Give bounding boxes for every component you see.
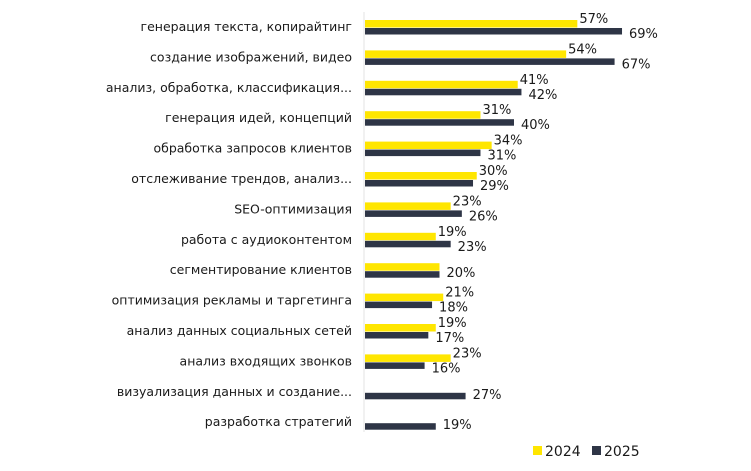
- value-label-2024: 30%: [479, 164, 508, 179]
- bar-2024: [365, 172, 477, 180]
- value-label-2025: 69%: [629, 27, 658, 42]
- category-label: создание изображений, видео: [150, 49, 352, 64]
- value-label-2024: 23%: [453, 194, 482, 209]
- category-label: анализ, обработка, классификация...: [106, 80, 352, 95]
- value-label-2025: 27%: [473, 388, 502, 403]
- value-label-2025: 26%: [469, 209, 498, 224]
- bar-2024: [365, 111, 481, 119]
- bar-2025: [365, 362, 425, 369]
- category-label: анализ данных социальных сетей: [127, 323, 352, 338]
- bar-2024: [365, 263, 440, 271]
- legend: 2024 2025: [533, 444, 640, 460]
- value-label-2025: 18%: [439, 301, 468, 316]
- value-label-2025: 42%: [528, 88, 557, 103]
- value-label-2024: 41%: [520, 73, 549, 88]
- legend-swatch-2025: [592, 446, 601, 455]
- value-label-2025: 17%: [435, 331, 464, 346]
- value-label-2024: 34%: [494, 134, 523, 149]
- value-label-2025: 19%: [443, 418, 472, 433]
- value-label-2024: 31%: [482, 103, 511, 118]
- category-label: работа с аудиоконтентом: [181, 232, 352, 247]
- value-label-2025: 20%: [447, 266, 476, 281]
- category-label: отслеживание трендов, анализ...: [131, 171, 352, 186]
- category-label: оптимизация рекламы и таргетинга: [112, 293, 352, 308]
- bar-2025: [365, 271, 440, 278]
- bar-2025: [365, 180, 474, 187]
- category-label: анализ входящих звонков: [180, 353, 352, 368]
- value-label-2024: 57%: [579, 12, 608, 27]
- bar-2024: [365, 354, 451, 362]
- bar-2025: [365, 392, 466, 400]
- bar-2024: [365, 80, 518, 89]
- bar-2025: [365, 149, 481, 157]
- bar-2024: [365, 324, 436, 332]
- bar-2025: [365, 119, 514, 126]
- category-label: сегментирование клиентов: [170, 262, 352, 277]
- bar-2025: [365, 58, 615, 65]
- bar-2025: [365, 332, 429, 339]
- bar-2025: [365, 301, 433, 309]
- value-label-2024: 19%: [438, 225, 467, 240]
- bar-2025: [365, 28, 623, 35]
- bar-2025: [365, 88, 522, 96]
- legend-label: 2024: [545, 444, 581, 460]
- value-label-2025: 67%: [622, 57, 651, 72]
- category-label: генерация идей, концепций: [165, 110, 352, 125]
- category-label: генерация текста, копирайтинг: [141, 19, 352, 34]
- value-label-2024: 54%: [568, 42, 597, 57]
- value-label-2025: 23%: [458, 240, 487, 255]
- bar-2025: [365, 240, 451, 248]
- bar-2024: [365, 293, 444, 302]
- category-label: SEO-оптимизация: [234, 201, 352, 216]
- value-label-2025: 29%: [480, 179, 509, 194]
- bar-2024: [365, 141, 492, 150]
- value-label-2025: 40%: [521, 118, 550, 133]
- category-label: визуализация данных и создание...: [117, 384, 352, 399]
- legend-swatch-2024: [533, 446, 542, 455]
- value-label-2024: 23%: [453, 346, 482, 361]
- bar-2025: [365, 423, 436, 430]
- value-label-2024: 21%: [445, 286, 474, 301]
- category-label: обработка запросов клиентов: [153, 141, 352, 156]
- bar-2024: [365, 20, 578, 28]
- bar-2024: [365, 202, 451, 210]
- value-label-2024: 19%: [438, 316, 467, 331]
- category-label: разработка стратегий: [205, 414, 352, 429]
- bar-2024: [365, 50, 567, 58]
- value-label-2025: 16%: [432, 361, 461, 376]
- value-label-2025: 31%: [487, 149, 516, 164]
- bar-2025: [365, 210, 462, 217]
- legend-label: 2025: [604, 444, 640, 460]
- bar-2024: [365, 232, 436, 241]
